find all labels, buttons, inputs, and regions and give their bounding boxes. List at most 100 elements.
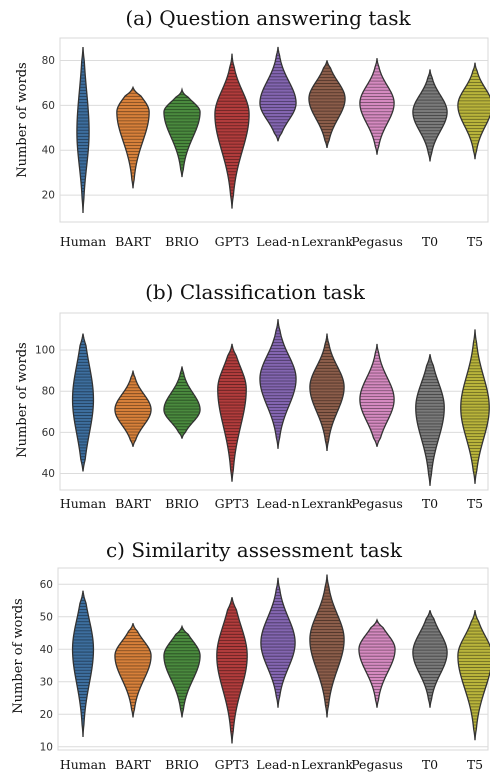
x-category-label: Lead-n: [256, 757, 299, 772]
x-category-label: T5: [467, 496, 483, 511]
x-category-label: Lexrank: [301, 234, 353, 249]
panel-classification: (b) Classification task Number of words …: [15, 280, 490, 511]
violin-body: [259, 46, 297, 142]
x-category-label: Pegasus: [351, 757, 403, 772]
panel-similarity-assessment: c) Similarity assessment task Number of …: [11, 538, 490, 772]
violin-body: [163, 624, 201, 718]
violin-body: [114, 623, 152, 718]
violin-human: [71, 333, 95, 472]
violin-human: [71, 590, 95, 738]
violin-body: [457, 610, 490, 741]
y-tick-label: 60: [42, 100, 55, 112]
violin-body: [460, 329, 490, 484]
x-category-label: Lexrank: [301, 496, 353, 511]
x-category-label: BART: [115, 757, 151, 772]
violin-bart: [114, 370, 152, 447]
violin-body: [217, 343, 247, 482]
y-tick-label: 50: [40, 611, 53, 623]
panel-question-answering: (a) Question answering task Number of wo…: [15, 6, 490, 249]
violin-lexrank: [308, 60, 346, 149]
x-category-label: BRIO: [165, 757, 199, 772]
x-category-label: Lead-n: [256, 496, 299, 511]
violin-body: [259, 319, 297, 449]
violin-t5: [457, 62, 490, 160]
x-category-label: T0: [422, 757, 438, 772]
violin-body: [114, 370, 152, 447]
violin-bart: [116, 85, 150, 189]
violin-pegasus: [358, 618, 396, 708]
x-category-label: BART: [115, 496, 151, 511]
violin-body: [76, 46, 90, 214]
violin-lead-n: [259, 319, 297, 449]
plot-area: 40 60 80 100 Human BART BRIO GPT3 Lead-n LexrankP…: [35, 312, 490, 511]
violin-body: [309, 574, 345, 718]
violin-lexrank: [309, 574, 345, 718]
violin-body: [71, 333, 95, 472]
y-axis-label: Number of words: [11, 598, 26, 713]
y-axis-label: Number of words: [15, 342, 30, 457]
violin-brio: [163, 624, 201, 718]
violin-body: [163, 366, 201, 439]
violin-body: [309, 333, 345, 451]
x-category-label: Human: [60, 234, 106, 249]
x-category-label: GPT3: [215, 496, 250, 511]
y-tick-label: 30: [40, 676, 53, 688]
violin-lead-n: [259, 46, 297, 142]
y-tick-label: 80: [42, 55, 55, 67]
y-tick-label: 20: [42, 190, 55, 202]
x-category-label: BART: [115, 234, 151, 249]
x-category-label: Pegasus: [351, 496, 403, 511]
violin-body: [358, 618, 396, 708]
x-category-label: BRIO: [165, 496, 199, 511]
violin-lead-n: [260, 577, 296, 708]
violin-body: [412, 610, 448, 708]
violin-body: [116, 85, 150, 189]
violin-t0: [412, 610, 448, 708]
violin-body: [260, 577, 296, 708]
y-axis-label: Number of words: [15, 62, 30, 177]
x-category-label: Pegasus: [351, 234, 403, 249]
x-category-label: T5: [467, 234, 483, 249]
y-tick-label: 100: [35, 345, 55, 357]
plot-area: 10 20 30 40 50 60 Human BART BRIO GPT3 Lead-n Lexra…: [40, 567, 490, 772]
violin-bart: [114, 623, 152, 718]
y-tick-label: 40: [42, 145, 55, 157]
x-category-label: Lead-n: [256, 234, 299, 249]
y-tick-label: 60: [42, 427, 55, 439]
violin-gpt3: [214, 53, 250, 209]
violin-t5: [457, 610, 490, 741]
violin-t0: [412, 69, 448, 162]
violin-brio: [163, 87, 201, 178]
y-tick-label: 40: [42, 468, 55, 480]
panel-title: (b) Classification task: [145, 280, 366, 304]
violin-t5: [460, 329, 490, 484]
y-tick-label: 10: [40, 741, 53, 753]
panel-title: (a) Question answering task: [125, 6, 411, 30]
violin-human: [76, 46, 90, 214]
violin-body: [214, 53, 250, 209]
violin-t0: [415, 354, 445, 486]
y-tick-label: 20: [40, 709, 53, 721]
violin-lexrank: [309, 333, 345, 451]
panel-title: c) Similarity assessment task: [106, 538, 403, 562]
violin-gpt3: [217, 343, 247, 482]
x-category-label: Lexrank: [301, 757, 353, 772]
x-category-label: GPT3: [215, 234, 250, 249]
x-category-label: Human: [60, 757, 106, 772]
plot-area: 20 40 60 80 Human BART BRIO GPT3 Lead-n LexrankPe…: [42, 37, 490, 249]
violin-body: [216, 597, 248, 744]
violin-pegasus: [359, 343, 395, 447]
violin-pegasus: [359, 58, 395, 155]
violin-body: [163, 87, 201, 178]
y-tick-label: 40: [40, 644, 53, 656]
y-tick-label: 60: [40, 579, 53, 591]
violin-body: [71, 590, 95, 738]
violin-body: [359, 343, 395, 447]
violin-body: [308, 60, 346, 149]
violin-brio: [163, 366, 201, 439]
violin-gpt3: [216, 597, 248, 744]
violin-body: [415, 354, 445, 486]
violin-body: [412, 69, 448, 162]
violin-body: [457, 62, 490, 160]
x-category-label: T0: [422, 496, 438, 511]
